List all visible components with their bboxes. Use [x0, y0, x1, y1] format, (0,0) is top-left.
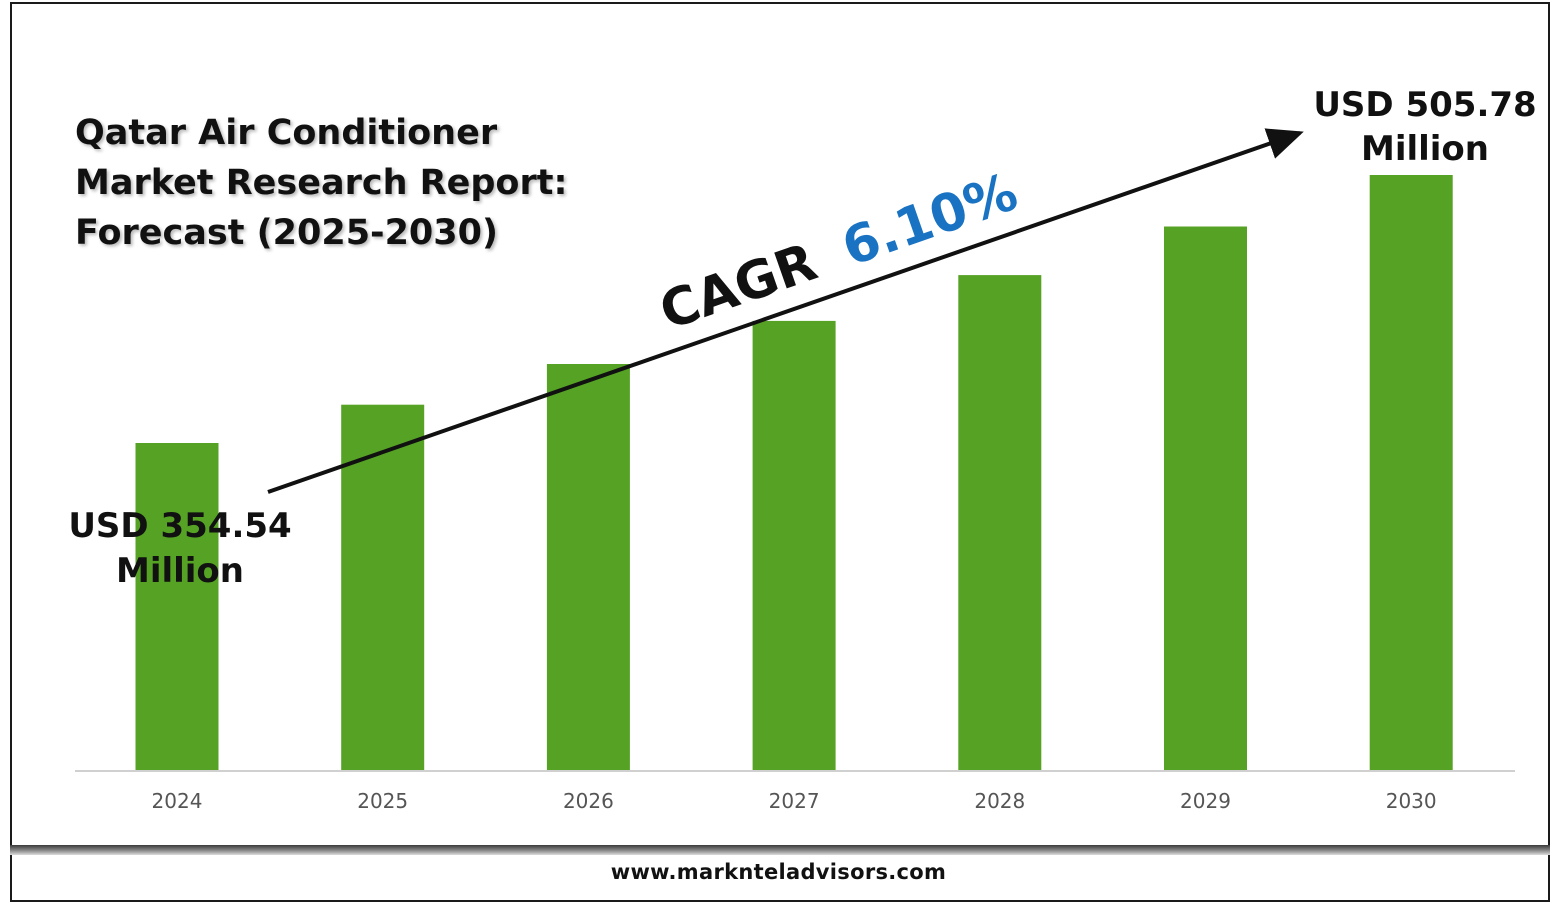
bars-group [135, 175, 1453, 770]
chart-title-line-3: Forecast (2025-2030) [75, 213, 498, 253]
x-tick-label-2027: 2027 [769, 789, 820, 813]
start-value-label-line-1: USD 354.54 [68, 506, 291, 546]
end-value-label-line-2: Million [1361, 129, 1489, 169]
bar-2028 [958, 275, 1042, 770]
bar-2024 [135, 443, 219, 770]
chart-title-line-1: Qatar Air Conditioner [75, 113, 498, 153]
x-tick-label-2026: 2026 [563, 789, 614, 813]
bar-2025 [341, 404, 425, 770]
x-tick-label-2024: 2024 [152, 789, 203, 813]
x-tick-label-2029: 2029 [1180, 789, 1231, 813]
footer-divider [10, 845, 1550, 855]
x-tick-label-2025: 2025 [357, 789, 408, 813]
x-tick-label-2028: 2028 [974, 789, 1025, 813]
bar-2029 [1164, 226, 1247, 770]
growth-arrow [267, 128, 1304, 494]
end-value-label-line-1: USD 505.78 [1313, 85, 1536, 125]
x-tick-labels: 2024 2025 2026 2027 2028 2029 2030 [152, 789, 1437, 813]
bar-2027 [752, 320, 836, 770]
footer-website[interactable]: www.marknteladvisors.com [610, 860, 947, 884]
chart-title-line-2: Market Research Report: [75, 163, 568, 203]
bar-2030 [1369, 175, 1453, 770]
bar-2026 [546, 364, 630, 770]
start-value-label-line-2: Million [116, 551, 244, 591]
chart-title: Qatar Air Conditioner Market Research Re… [75, 108, 595, 258]
x-tick-label-2030: 2030 [1386, 789, 1437, 813]
